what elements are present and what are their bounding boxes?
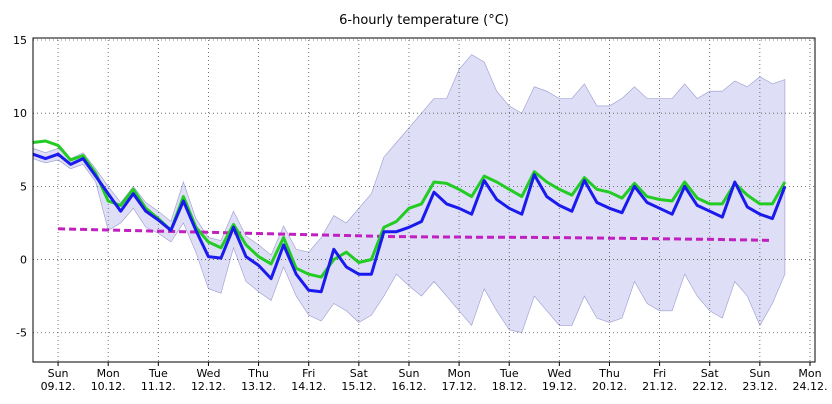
x-tick-label: Mon: [97, 367, 120, 380]
x-tick-label: Sat: [701, 367, 720, 380]
y-tick-label: 10: [13, 107, 27, 120]
series-line: [32, 152, 787, 294]
x-tick-date: 17.12.: [442, 380, 477, 393]
x-tick-date: 18.12.: [492, 380, 527, 393]
plot-frame: [32, 37, 816, 363]
x-tick-date: 19.12.: [542, 380, 577, 393]
x-tick-label: Wed: [196, 367, 220, 380]
x-tick-label: Tue: [148, 367, 168, 380]
x-tick-date: 11.12.: [141, 380, 176, 393]
x-tick-label: Sun: [48, 367, 69, 380]
y-tick-label: 15: [13, 34, 27, 47]
chart-title: 6-hourly temperature (°C): [339, 13, 509, 28]
x-tick-label: Sun: [398, 367, 419, 380]
x-tick-date: 16.12.: [391, 380, 426, 393]
series-line: [58, 227, 773, 242]
x-tick-date: 21.12.: [642, 380, 677, 393]
x-tick-date: 10.12.: [91, 380, 126, 393]
y-tick-label: 0: [20, 254, 27, 267]
x-tick-label: Tue: [499, 367, 519, 380]
x-tick-label: Sun: [749, 367, 770, 380]
x-tick-label: Sat: [350, 367, 369, 380]
y-tick-label: 5: [20, 180, 27, 193]
x-tick-date: 15.12.: [341, 380, 376, 393]
y-tick-label: -5: [16, 327, 27, 340]
x-tick-date: 09.12.: [41, 380, 76, 393]
x-tick-date: 13.12.: [241, 380, 276, 393]
x-tick-date: 24.12.: [792, 380, 827, 393]
x-tick-date: 14.12.: [291, 380, 326, 393]
x-tick-date: 12.12.: [191, 380, 226, 393]
x-tick-label: Thu: [598, 367, 620, 380]
x-tick-label: Fri: [302, 367, 315, 380]
x-tick-date: 23.12.: [742, 380, 777, 393]
spread-band: [32, 54, 786, 334]
x-tick-label: Wed: [547, 367, 571, 380]
x-tick-label: Mon: [798, 367, 821, 380]
x-tick-label: Thu: [247, 367, 269, 380]
x-tick-label: Mon: [447, 367, 470, 380]
x-tick-label: Fri: [653, 367, 666, 380]
x-tick-date: 22.12.: [692, 380, 727, 393]
x-tick-date: 20.12.: [592, 380, 627, 393]
